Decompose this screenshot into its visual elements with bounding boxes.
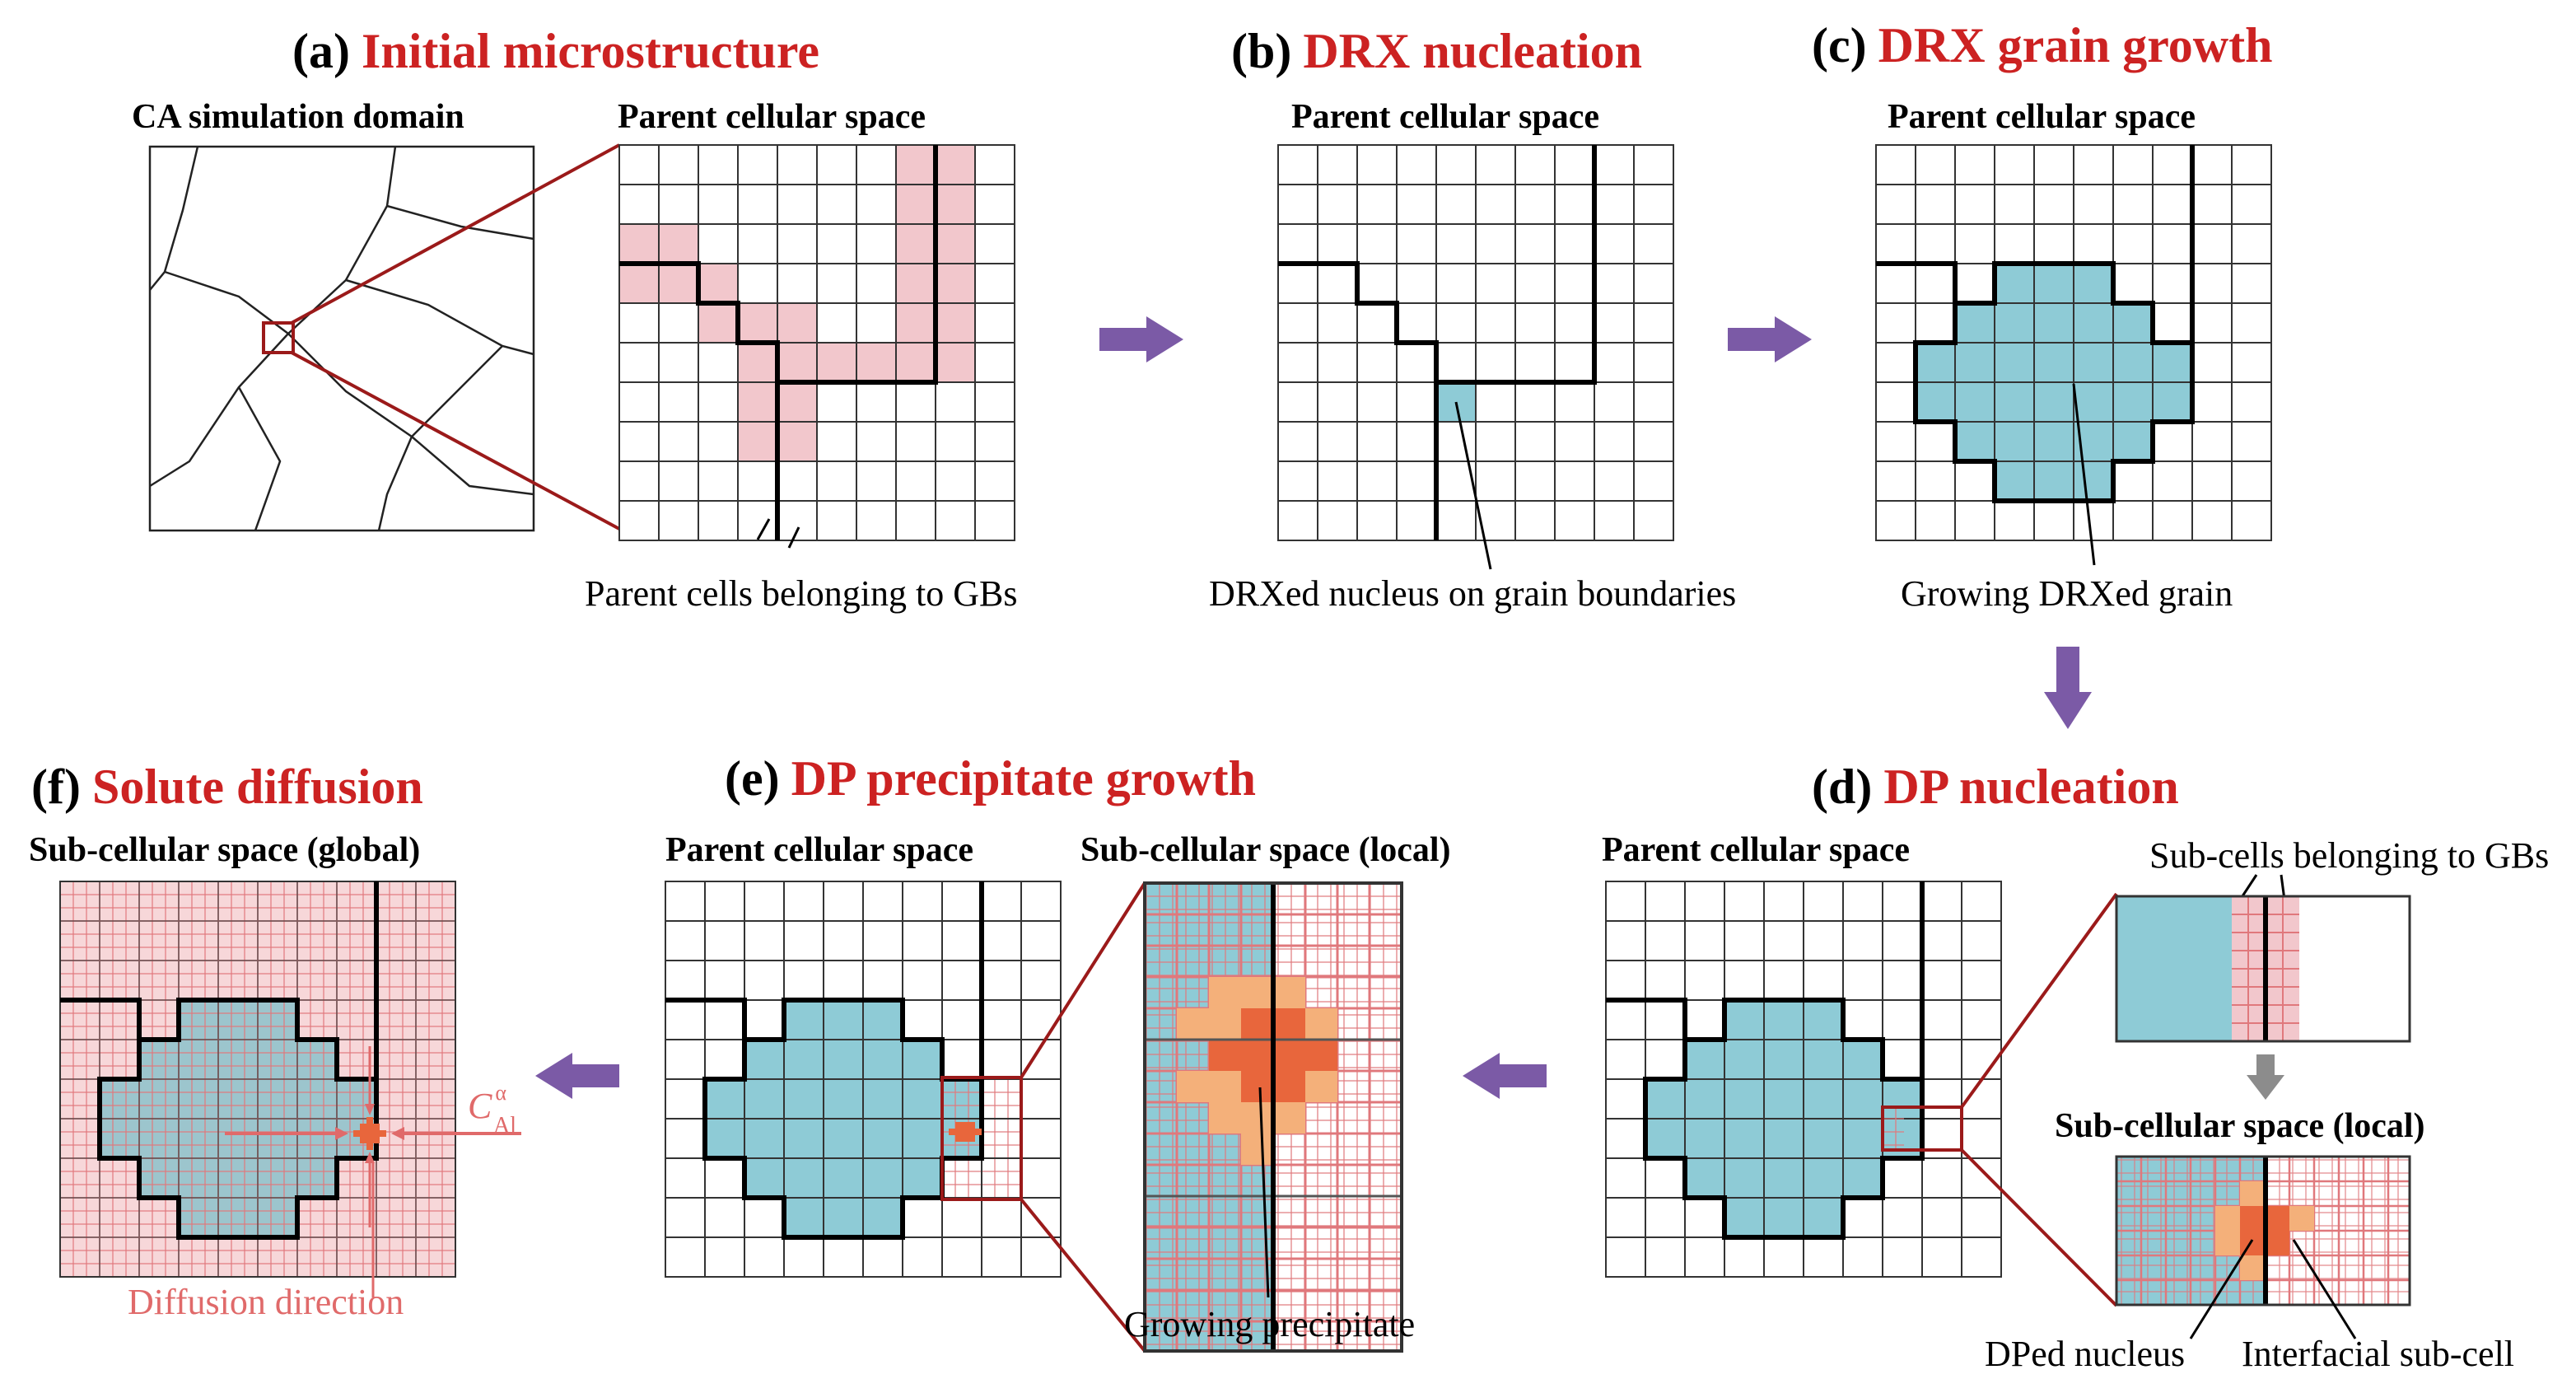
arrow-d-to-e: [1463, 1053, 1547, 1099]
parent-grid-b: [1277, 144, 1674, 570]
ca-domain: [148, 145, 535, 532]
panel-b-title: DRX nucleation: [1303, 24, 1642, 78]
parent-grid-e: [665, 881, 1062, 1278]
conc-sub: Al: [493, 1113, 516, 1138]
svg-text:(e)DP precipitate growth: (e) DP precipitate growth: [725, 751, 1256, 806]
subcell-local-label-e: Sub-cellular space (local): [1080, 831, 1451, 869]
parent-grid-d: [1605, 881, 2002, 1278]
ca-domain-label: CA simulation domain: [132, 98, 464, 136]
conc-symbol: C: [468, 1086, 492, 1126]
arrow-e-to-f: [535, 1053, 619, 1099]
dped-nucleus-label: DPed nucleus: [1985, 1334, 2185, 1374]
panel-e-letter: (e): [725, 751, 780, 806]
subcell-global-label: Sub-cellular space (global): [29, 831, 420, 869]
parent-grid-a: [618, 144, 1015, 549]
panel-c-letter: (c): [1812, 18, 1867, 72]
svg-text:(b)DRX nucleation: (b) DRX nucleation: [1231, 24, 1642, 78]
panel-d-letter: (d): [1812, 760, 1872, 814]
arrow-a-to-b: [1099, 316, 1183, 362]
parent-grid-c: [1875, 144, 2272, 566]
panel-d: (d) DP nucleation Parent cellular space S…: [1602, 760, 2549, 1374]
inset-d-lower: [2115, 1155, 2411, 1339]
gray-down-arrow: [2247, 1054, 2284, 1100]
interfacial-subcell-label: Interfacial sub-cell: [2242, 1334, 2514, 1374]
panel-b-letter: (b): [1231, 24, 1291, 78]
svg-text:(a)Initial microstructure: (a) Initial microstructure: [292, 24, 819, 78]
arrow-b-to-c: [1728, 316, 1812, 362]
panel-f-caption: Diffusion direction: [128, 1282, 404, 1322]
arrow-c-to-d: [2044, 647, 2092, 729]
panel-f-letter: (f): [31, 760, 81, 814]
panel-e: (e) DP precipitate growth Parent cellular…: [665, 751, 1451, 1353]
panel-a-caption: Parent cells belonging to GBs: [585, 573, 1018, 614]
subcell-local-label-d: Sub-cellular space (local): [2055, 1107, 2425, 1145]
panel-c-caption: Growing DRXed grain: [1901, 573, 2233, 614]
svg-text:(c)DRX grain growth: (c) DRX grain growth: [1812, 18, 2272, 72]
conc-sup: α: [495, 1081, 506, 1105]
inset-d-upper: [2115, 895, 2411, 1043]
panel-a-letter: (a): [292, 24, 350, 78]
panel-a: (a) Initial microstructure CA simulation …: [132, 24, 1018, 614]
svg-text:(d)DP nucleation: (d) DP nucleation: [1812, 760, 2179, 814]
panel-f-title: Solute diffusion: [92, 760, 423, 814]
svg-text:(f)Solute diffusion: (f) Solute diffusion: [31, 760, 423, 814]
parent-space-label-c: Parent cellular space: [1888, 98, 2196, 136]
panel-b: (b) DRX nucleation Parent cellular space …: [1209, 24, 1736, 614]
parent-space-label-e: Parent cellular space: [665, 831, 973, 869]
parent-space-label-a: Parent cellular space: [618, 98, 926, 136]
panel-e-title: DP precipitate growth: [791, 751, 1256, 806]
subcell-grid-f: [59, 881, 521, 1297]
panel-b-caption: DRXed nucleus on grain boundaries: [1209, 573, 1736, 614]
parent-space-label-d: Parent cellular space: [1602, 831, 1910, 869]
panel-c-title: DRX grain growth: [1878, 18, 2273, 72]
panel-a-title: Initial microstructure: [362, 24, 819, 78]
inset-e: [1143, 881, 1403, 1353]
panel-c: (c) DRX grain growth Parent cellular spac…: [1812, 18, 2272, 614]
subcells-gb-label: Sub-cells belonging to GBs: [2149, 835, 2549, 876]
panel-d-title: DP nucleation: [1883, 760, 2178, 814]
panel-e-caption: Growing precipitate: [1124, 1304, 1415, 1344]
parent-space-label-b: Parent cellular space: [1291, 98, 1599, 136]
panel-f: (f) Solute diffusion Sub-cellular space (…: [29, 760, 521, 1322]
